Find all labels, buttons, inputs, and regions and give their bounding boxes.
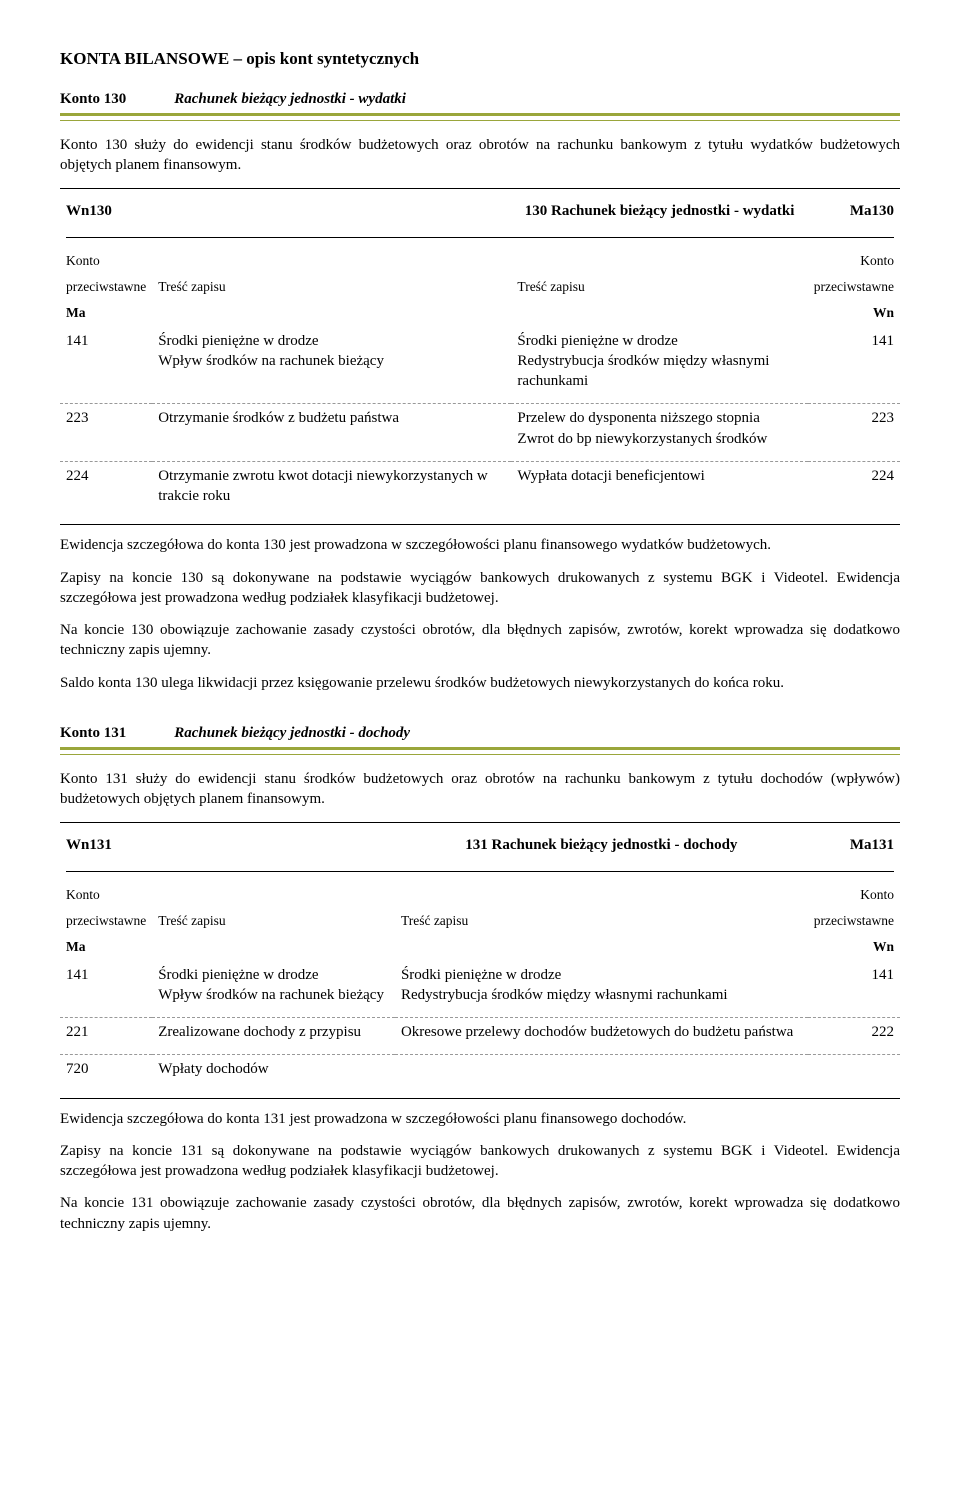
ledger-table-131: Wn131 131 Rachunek bieżący jednostki - d…	[60, 833, 900, 1084]
section-131-header: Konto 131 Rachunek bieżący jednostki - d…	[60, 723, 900, 743]
konto-130-label: Konto 130	[60, 89, 126, 109]
body-paragraph: Na koncie 130 obowiązuje zachowanie zasa…	[60, 620, 900, 661]
konto-131-title: Rachunek bieżący jednostki - dochody	[174, 723, 410, 743]
row-right-num: 223	[808, 404, 900, 453]
col-right-top: Konto	[808, 248, 900, 274]
row-left-text: Otrzymanie zwrotu kwot dotacji niewykorz…	[152, 461, 511, 510]
center-title: 131 Rachunek bieżący jednostki - dochody	[395, 833, 808, 865]
row-left-num: 223	[60, 404, 152, 453]
wn-label: Wn131	[60, 833, 395, 865]
row-right-text: Okresowe przelewy dochodów budżetowych d…	[395, 1018, 808, 1047]
table-row: 720Wpłaty dochodów	[60, 1055, 900, 1084]
ma-label: Ma131	[808, 833, 900, 865]
col-left-bot: Ma	[60, 300, 152, 326]
thin-rule	[60, 188, 900, 189]
row-separator	[60, 395, 900, 404]
konto-131-label: Konto 131	[60, 723, 126, 743]
row-right-num	[808, 1055, 900, 1084]
table-row: 141Środki pieniężne w drodzeWpływ środkó…	[60, 961, 900, 1010]
body-paragraph: Na koncie 131 obowiązuje zachowanie zasa…	[60, 1193, 900, 1234]
body-paragraph: Saldo konta 130 ulega likwidacji przez k…	[60, 673, 900, 693]
row-right-text: Środki pieniężne w drodzeRedystrybucja ś…	[395, 961, 808, 1010]
col-t2: Treść zapisu	[395, 908, 808, 934]
row-separator	[60, 1046, 900, 1055]
body-paragraph: Zapisy na koncie 131 są dokonywane na po…	[60, 1141, 900, 1182]
wn-label: Wn130	[60, 199, 511, 231]
row-left-text: Otrzymanie środków z budżetu państwa	[152, 404, 511, 453]
row-left-num: 224	[60, 461, 152, 510]
col-t1: Treść zapisu	[152, 274, 511, 300]
col-left-top: Konto	[60, 248, 152, 274]
body-paragraph: Ewidencja szczegółowa do konta 131 jest …	[60, 1109, 900, 1129]
row-left-num: 720	[60, 1055, 152, 1084]
section-130-intro: Konto 130 służy do ewidencji stanu środk…	[60, 135, 900, 176]
col-left-mid: przeciwstawne	[60, 908, 152, 934]
table-row: 141Środki pieniężne w drodzeWpływ środkó…	[60, 327, 900, 396]
body-paragraph: Ewidencja szczegółowa do konta 130 jest …	[60, 535, 900, 555]
col-left-bot: Ma	[60, 934, 152, 960]
col-t1: Treść zapisu	[152, 908, 395, 934]
row-right-text: Środki pieniężne w drodzeRedystrybucja ś…	[511, 327, 807, 396]
col-right-top: Konto	[808, 882, 900, 908]
section-130-header: Konto 130 Rachunek bieżący jednostki - w…	[60, 89, 900, 109]
col-t2: Treść zapisu	[511, 274, 807, 300]
row-right-num: 141	[808, 327, 900, 396]
row-right-num: 222	[808, 1018, 900, 1047]
col-right-bot: Wn	[808, 300, 900, 326]
row-right-text: Przelew do dysponenta niższego stopniaZw…	[511, 404, 807, 453]
col-right-mid: przeciwstawne	[808, 274, 900, 300]
table-row: 223Otrzymanie środków z budżetu państwaP…	[60, 404, 900, 453]
ma-label: Ma130	[808, 199, 900, 231]
row-left-num: 221	[60, 1018, 152, 1047]
olive-rule	[60, 113, 900, 121]
center-title: 130 Rachunek bieżący jednostki - wydatki	[511, 199, 807, 231]
doc-title: KONTA BILANSOWE – opis kont syntetycznyc…	[60, 48, 900, 71]
row-separator	[60, 1009, 900, 1018]
col-right-mid: przeciwstawne	[808, 908, 900, 934]
row-left-text: Środki pieniężne w drodzeWpływ środków n…	[152, 961, 395, 1010]
row-left-text: Środki pieniężne w drodzeWpływ środków n…	[152, 327, 511, 396]
thin-rule	[60, 822, 900, 823]
col-left-top: Konto	[60, 882, 152, 908]
row-right-text: Wypłata dotacji beneficjentowi	[511, 461, 807, 510]
body-paragraph: Zapisy na koncie 130 są dokonywane na po…	[60, 568, 900, 609]
section-131-intro: Konto 131 służy do ewidencji stanu środk…	[60, 769, 900, 810]
ledger-table-130: Wn130 130 Rachunek bieżący jednostki - w…	[60, 199, 900, 511]
konto-130-title: Rachunek bieżący jednostki - wydatki	[174, 89, 406, 109]
thin-rule	[60, 524, 900, 525]
table-row: 221Zrealizowane dochody z przypisuOkreso…	[60, 1018, 900, 1047]
row-left-text: Zrealizowane dochody z przypisu	[152, 1018, 395, 1047]
table-row: 224Otrzymanie zwrotu kwot dotacji niewyk…	[60, 461, 900, 510]
row-separator	[60, 453, 900, 462]
row-left-text: Wpłaty dochodów	[152, 1055, 395, 1084]
olive-rule	[60, 747, 900, 755]
col-left-mid: przeciwstawne	[60, 274, 152, 300]
row-left-num: 141	[60, 961, 152, 1010]
row-right-text	[395, 1055, 808, 1084]
row-right-num: 224	[808, 461, 900, 510]
thin-rule	[60, 1098, 900, 1099]
col-right-bot: Wn	[808, 934, 900, 960]
row-left-num: 141	[60, 327, 152, 396]
row-right-num: 141	[808, 961, 900, 1010]
